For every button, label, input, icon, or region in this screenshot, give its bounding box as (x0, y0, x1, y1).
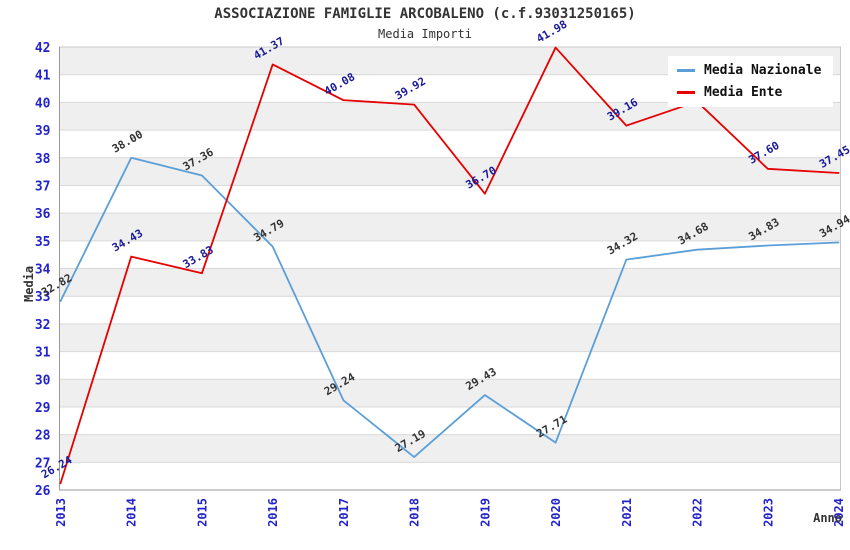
grid-band (59, 268, 841, 297)
grid-band (59, 157, 841, 186)
y-tick-label: 33 (35, 290, 51, 305)
grid-band (59, 434, 841, 463)
x-tick-label: 2020 (549, 498, 563, 527)
y-tick-label: 42 (35, 41, 51, 56)
x-tick-label: 2015 (195, 498, 209, 527)
legend-swatch-red (677, 91, 695, 94)
chart-title: ASSOCIAZIONE FAMIGLIE ARCOBALENO (c.f.93… (214, 6, 636, 22)
x-tick-label: 2013 (54, 498, 68, 527)
y-tick-label: 27 (35, 456, 51, 471)
y-tick-label: 39 (35, 124, 51, 139)
data-label-media-nazionale: 38.00 (110, 128, 145, 156)
x-axis-title: Anno (813, 511, 842, 525)
x-tick-label: 2016 (266, 498, 280, 527)
data-label-media-ente: 39.92 (393, 75, 428, 103)
chart-subtitle: Media Importi (378, 27, 472, 41)
y-tick-label: 29 (35, 401, 51, 416)
y-tick-label: 37 (35, 179, 51, 194)
x-tick-label: 2014 (125, 498, 139, 527)
y-tick-label: 26 (35, 484, 51, 499)
x-tick-label: 2017 (337, 498, 351, 527)
legend-item-media-ente: Media Ente (677, 85, 821, 100)
y-tick-label: 34 (35, 263, 51, 278)
y-axis-title: Media (22, 265, 36, 302)
x-tick-label: 2024 (832, 498, 846, 527)
data-label-media-ente: 41.98 (534, 18, 569, 46)
grid-band (59, 213, 841, 241)
y-tick-label: 41 (35, 69, 51, 84)
x-tick-label: 2021 (620, 498, 634, 527)
axis-lines (59, 47, 841, 491)
grid-band (59, 323, 841, 352)
x-tick-label: 2019 (478, 498, 492, 527)
legend: Media Nazionale Media Ente (668, 56, 834, 107)
series-line-media-ente (59, 46, 840, 485)
x-tick-label: 2018 (408, 498, 422, 527)
legend-swatch-blue (677, 69, 695, 72)
y-tick-label: 31 (35, 346, 51, 361)
data-label-media-ente: 33.83 (181, 243, 216, 271)
y-tick-label: 32 (35, 318, 51, 333)
series-line-media-nazionale (59, 156, 840, 458)
x-tick-label: 2023 (761, 498, 775, 527)
legend-label-media-nazionale: Media Nazionale (704, 63, 822, 78)
y-tick-label: 36 (35, 207, 51, 222)
x-tick-label: 2022 (691, 498, 705, 527)
y-tick-label: 40 (35, 96, 51, 111)
y-tick-label: 30 (35, 373, 51, 388)
y-tick-label: 28 (35, 429, 51, 444)
y-tick-label: 35 (35, 235, 51, 250)
y-tick-label: 38 (35, 152, 51, 167)
legend-item-media-nazionale: Media Nazionale (677, 63, 821, 78)
legend-label-media-ente: Media Ente (704, 85, 783, 100)
grid-band (59, 379, 841, 407)
